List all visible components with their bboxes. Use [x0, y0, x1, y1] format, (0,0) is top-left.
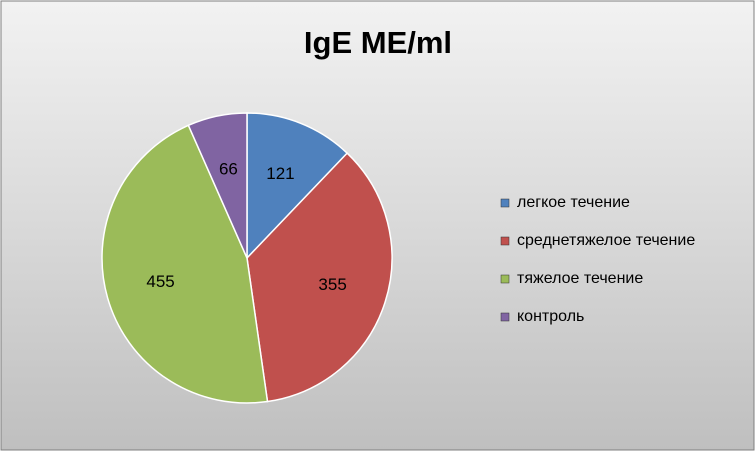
legend-marker — [500, 198, 510, 208]
data-label: 66 — [219, 160, 238, 179]
legend-label: тяжелое течение — [517, 270, 643, 287]
pie-slice — [187, 112, 248, 259]
pie-slice — [246, 112, 349, 260]
pie-slice — [101, 124, 269, 404]
data-label: 455 — [146, 272, 174, 291]
pie-slice — [246, 152, 393, 403]
data-label: 355 — [318, 275, 346, 294]
legend-marker — [500, 236, 510, 246]
data-label: 121 — [266, 164, 294, 183]
legend-marker — [500, 274, 510, 284]
legend-label: легкое течение — [517, 194, 630, 211]
legend-marker — [500, 312, 510, 322]
chart-title: IgE ME/ml — [304, 25, 452, 60]
legend-label: среднетяжелое течение — [517, 232, 695, 249]
legend-label: контроль — [517, 308, 584, 325]
